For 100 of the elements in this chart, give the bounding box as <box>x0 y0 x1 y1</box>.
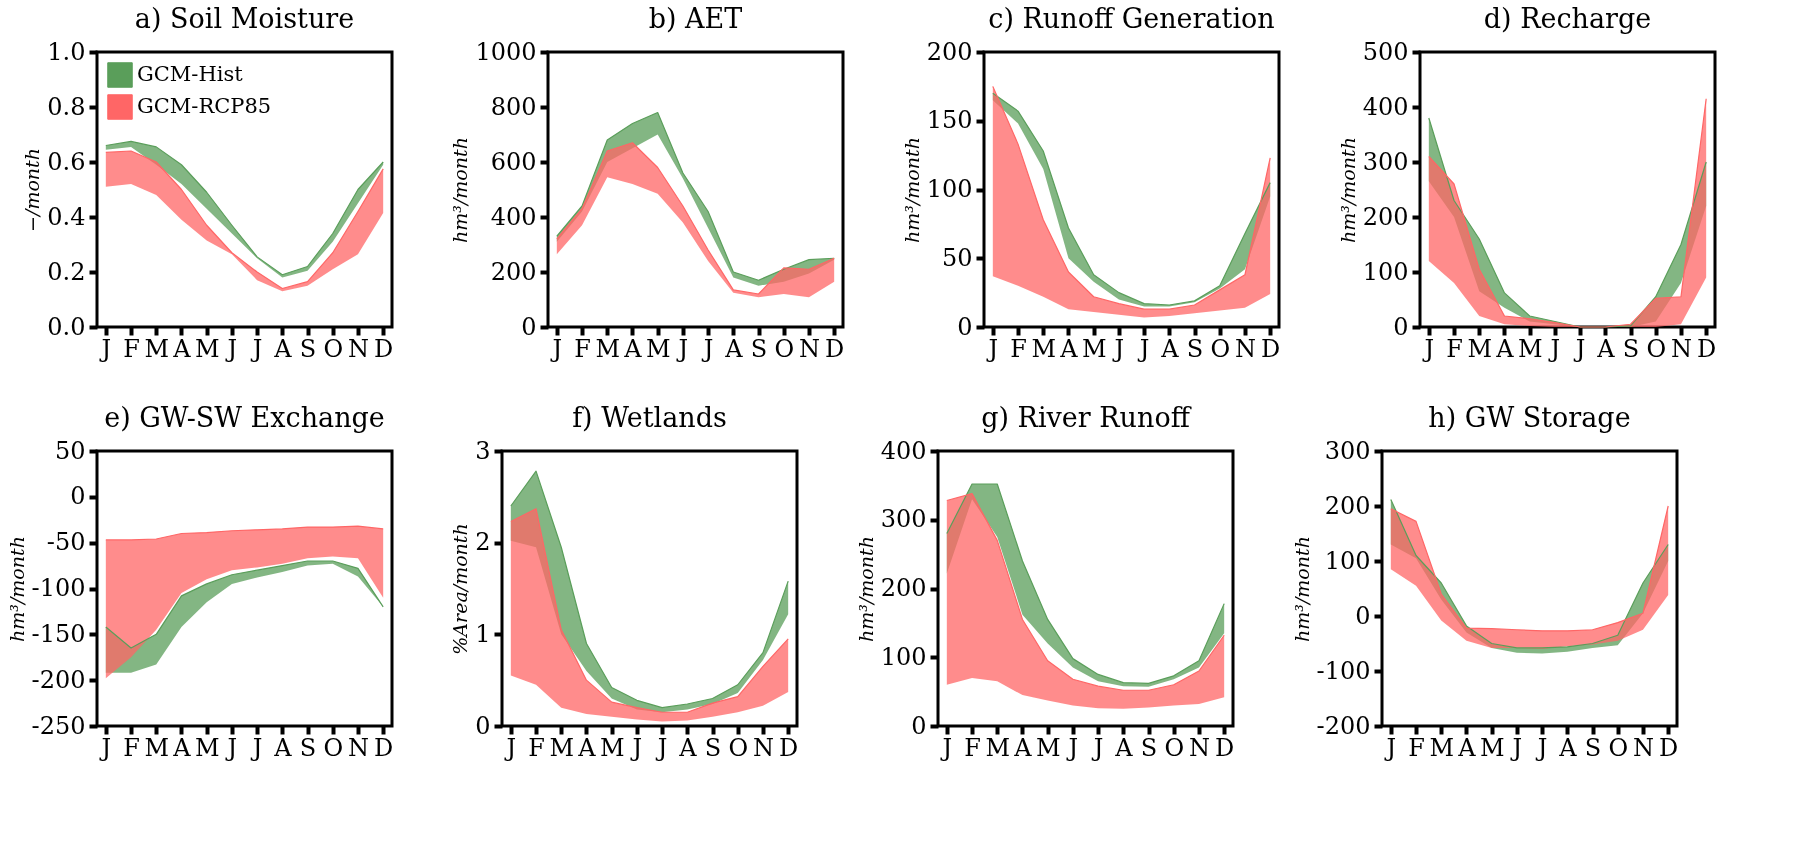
y-axis-title: hm³/month <box>5 536 28 642</box>
y-tick-label: 1 <box>475 619 491 648</box>
x-tick-label: M <box>549 733 575 762</box>
y-tick-label: 0 <box>911 711 927 740</box>
y-tick-label: 50 <box>54 436 86 465</box>
y-tick-label: 300 <box>1362 147 1409 176</box>
x-tick-label: J <box>1136 334 1150 363</box>
x-tick-label: J <box>1383 733 1397 762</box>
x-tick-label: A <box>172 733 192 762</box>
x-tick-label: J <box>675 334 689 363</box>
y-tick-label: 0 <box>1393 312 1409 341</box>
y-tick-label: 800 <box>490 92 537 121</box>
x-tick-label: F <box>123 733 140 762</box>
y-tick-label: 1000 <box>475 37 537 66</box>
y-axis-title: −/month <box>21 148 44 232</box>
y-tick-label: -250 <box>31 711 86 740</box>
x-tick-label: A <box>724 334 744 363</box>
y-axis-title: %Area/month <box>449 523 472 655</box>
x-tick-label: M <box>985 733 1011 762</box>
x-tick-label: N <box>1188 733 1210 762</box>
x-tick-label: D <box>1261 334 1281 363</box>
x-tick-label: A <box>1558 733 1578 762</box>
x-tick-label: S <box>1584 733 1602 762</box>
y-tick-label: 600 <box>490 147 537 176</box>
x-tick-label: M <box>599 733 625 762</box>
x-tick-label: O <box>1608 733 1629 762</box>
x-tick-label: A <box>577 733 597 762</box>
x-tick-label: D <box>1659 733 1679 762</box>
x-tick-label: J <box>939 733 953 762</box>
y-tick-label: 0.8 <box>47 92 86 121</box>
x-tick-label: N <box>752 733 774 762</box>
chart-title: e) GW-SW Exchange <box>104 402 385 433</box>
x-tick-label: J <box>549 334 563 363</box>
x-tick-label: J <box>98 334 112 363</box>
y-tick-label: 0 <box>70 482 86 511</box>
x-tick-label: A <box>1013 733 1033 762</box>
legend-label: GCM-Hist <box>137 62 244 86</box>
x-tick-label: S <box>704 733 722 762</box>
y-tick-label: -100 <box>31 574 86 602</box>
y-tick-label: 2 <box>475 528 491 557</box>
x-tick-label: A <box>273 733 293 762</box>
chart-title: c) Runoff Generation <box>988 3 1275 34</box>
x-tick-label: M <box>144 334 170 363</box>
x-tick-label: J <box>1421 334 1435 363</box>
y-tick-label: 200 <box>1324 491 1371 520</box>
y-tick-label: 100 <box>926 175 973 203</box>
x-tick-label: F <box>964 733 981 762</box>
x-tick-label: M <box>194 733 220 762</box>
x-tick-label: J <box>1509 733 1523 762</box>
x-tick-label: J <box>224 334 238 363</box>
x-tick-label: F <box>1408 733 1425 762</box>
x-tick-label: J <box>629 733 643 762</box>
y-tick-label: 0.0 <box>47 312 86 341</box>
x-tick-label: J <box>249 334 263 363</box>
y-axis-title: hm³/month <box>854 536 877 642</box>
x-tick-label: S <box>1186 334 1204 363</box>
x-tick-label: S <box>299 733 317 762</box>
y-tick-label: -50 <box>46 528 86 557</box>
y-tick-label: 150 <box>926 106 973 135</box>
x-tick-label: O <box>774 334 795 363</box>
x-tick-label: N <box>1234 334 1256 363</box>
chart-title: h) GW Storage <box>1428 402 1631 433</box>
y-tick-label: 0.6 <box>47 147 86 176</box>
x-tick-label: A <box>1059 334 1079 363</box>
x-tick-label: S <box>1140 733 1158 762</box>
x-tick-label: A <box>1596 334 1616 363</box>
x-tick-label: A <box>1495 334 1515 363</box>
y-tick-label: 100 <box>1324 546 1371 575</box>
x-tick-label: M <box>645 334 671 363</box>
y-tick-label: 400 <box>490 202 537 231</box>
x-tick-label: J <box>224 733 238 762</box>
x-tick-label: D <box>825 334 845 363</box>
chart-title: a) Soil Moisture <box>134 3 355 34</box>
x-tick-label: N <box>347 733 369 762</box>
y-tick-label: 300 <box>1324 436 1371 465</box>
x-tick-label: J <box>1065 733 1079 762</box>
x-tick-label: M <box>595 334 621 363</box>
x-tick-label: J <box>654 733 668 762</box>
y-tick-label: 100 <box>1362 257 1409 286</box>
x-tick-label: O <box>323 334 344 363</box>
y-tick-label: 100 <box>880 642 927 671</box>
y-tick-label: 0 <box>1355 601 1371 630</box>
x-tick-label: A <box>678 733 698 762</box>
x-tick-label: O <box>1210 334 1231 363</box>
x-tick-label: D <box>779 733 799 762</box>
y-tick-label: -100 <box>1316 656 1371 685</box>
x-tick-label: N <box>347 334 369 363</box>
x-tick-label: F <box>1446 334 1463 363</box>
y-axis-title: hm³/month <box>1290 536 1313 642</box>
y-tick-label: 200 <box>1362 202 1409 231</box>
x-tick-label: J <box>700 334 714 363</box>
x-tick-label: S <box>750 334 768 363</box>
x-tick-label: J <box>1547 334 1561 363</box>
x-tick-label: J <box>503 733 517 762</box>
x-tick-label: M <box>144 733 170 762</box>
x-tick-label: S <box>1622 334 1640 363</box>
x-tick-label: M <box>1517 334 1543 363</box>
x-tick-label: O <box>323 733 344 762</box>
x-tick-label: A <box>273 334 293 363</box>
x-tick-label: A <box>1114 733 1134 762</box>
